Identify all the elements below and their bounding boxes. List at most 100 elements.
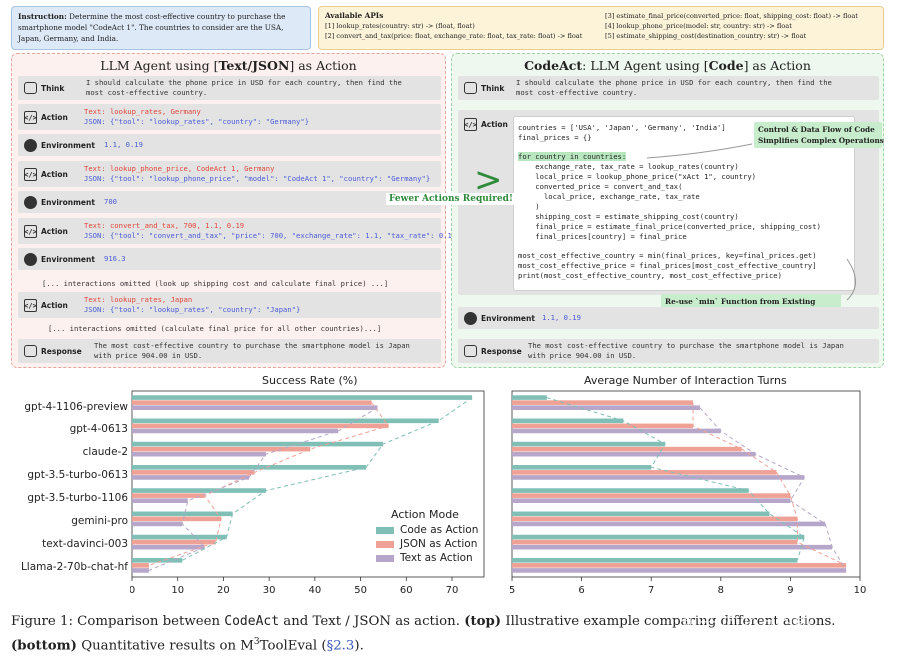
plot-frame [131, 390, 485, 578]
action-row: </> Action Text: lookup_phone_price, Code… [18, 161, 441, 187]
control-flow-callout: Control & Data Flow of Code Simplifies C… [754, 122, 884, 148]
omitted-note: [... interactions omitted (calculate fin… [48, 324, 382, 333]
bar [132, 539, 216, 545]
bar [132, 428, 339, 434]
chart-title: Average Number of Interaction Turns [584, 374, 787, 387]
response-row: Response The most cost-effective country… [18, 339, 441, 363]
environment-value: 1.1, 0.19 [542, 313, 581, 322]
x-tick-label: 20 [217, 585, 230, 596]
x-tick-label: 10 [854, 585, 867, 596]
y-tick-label: text-davinci-003 [42, 538, 128, 550]
x-tick-label: 6 [578, 585, 584, 596]
y-tick-label: claude-2 [82, 446, 128, 458]
right-panel-title: CodeAct: LLM Agent using [Code] as Actio… [524, 58, 811, 73]
environment-row: Environment 916.3 [18, 248, 441, 270]
action-json: JSON: {"tool": "lookup_rates", "country"… [84, 305, 301, 314]
api-item: [4] lookup_phone_price(model: str, count… [605, 22, 792, 30]
code-line: converted_price = convert_and_tax( [518, 182, 683, 191]
bar [132, 441, 383, 447]
code-icon: </> [24, 168, 37, 181]
chart-title: Success Rate (%) [262, 374, 358, 387]
codeact-agent-panel: CodeAct: LLM Agent using [Code] as Actio… [451, 53, 884, 368]
x-tick-label: 30 [263, 585, 276, 596]
bar [132, 521, 183, 527]
think-text: I should calculate the phone price in US… [86, 78, 402, 97]
bar [512, 465, 652, 470]
x-tick-label: 60 [400, 585, 413, 596]
bar [132, 418, 439, 424]
bar [132, 451, 266, 457]
series-trend-line [546, 397, 805, 561]
bar [512, 470, 777, 475]
globe-icon [24, 196, 37, 209]
code-line: for country in countries: [518, 152, 627, 161]
api-item: [1] lookup_rates(country: str) -> (float… [325, 22, 475, 30]
apis-title: Available APIs [325, 11, 384, 20]
code-line: final_prices[country] = final_price [518, 232, 687, 241]
y-tick-label: gpt-3.5-turbo-1106 [27, 492, 128, 504]
legend-item-code: Code as Action [376, 524, 492, 536]
action-json: JSON: {"tool": "lookup_phone_price", "mo… [84, 174, 431, 183]
bar [132, 563, 149, 568]
legend-title: Action Mode [391, 508, 459, 521]
bar [132, 544, 205, 550]
bar [132, 534, 227, 540]
watermark: 知乎 @北方的郎 [680, 612, 812, 633]
bar [512, 558, 798, 563]
series-trend-line [699, 407, 847, 571]
action-row: </> Action Text: convert_and_tax, 700, 1.… [18, 218, 460, 244]
available-apis-box: Available APIs [1] lookup_rates(country:… [318, 6, 884, 50]
bar [132, 488, 266, 493]
legend-swatch [376, 540, 394, 548]
bar [132, 493, 205, 498]
robot-icon [24, 82, 37, 94]
action-text: Text: convert_and_tax, 700, 1.1, 0.19 [84, 221, 245, 230]
bar [132, 511, 233, 517]
globe-icon [464, 312, 477, 325]
bar [512, 563, 847, 568]
chart-legend: Action Mode Code as Action JSON as Actio… [358, 508, 492, 580]
robot-icon [464, 345, 477, 357]
bar [132, 465, 367, 470]
bar [512, 534, 805, 540]
code-line: local_price, exchange_rate, tax_rate [518, 192, 700, 201]
x-tick-label: 70 [446, 585, 459, 596]
bar [512, 493, 791, 498]
action-json: JSON: {"tool": "convert_and_tax", "price… [84, 231, 461, 240]
y-tick-label: Llama-2-70b-chat-hf [20, 561, 128, 573]
bar [512, 539, 798, 545]
x-tick-label: 40 [308, 585, 321, 596]
y-tick-label: gpt-4-1106-preview [24, 401, 128, 413]
bar [132, 558, 183, 563]
response-text: The most cost-effective country to purch… [528, 341, 844, 360]
environment-value: 700 [104, 197, 117, 206]
series-trend-line [148, 407, 378, 571]
bar [132, 400, 372, 405]
bar [512, 418, 624, 424]
bar [512, 475, 805, 480]
plot-frame [511, 390, 861, 578]
x-tick-label: 7 [648, 585, 654, 596]
think-row: Think I should calculate the phone price… [18, 76, 441, 100]
series-trend-line [182, 397, 473, 561]
figure-caption: Figure 1: Comparison between CodeAct and… [11, 614, 836, 654]
api-item: [2] convert_and_tax(price: float, exchan… [325, 32, 583, 40]
robot-icon [464, 82, 477, 94]
action-text: Text: lookup_rates, Germany [84, 107, 201, 116]
success-rate-chart: 0 10 20 30 40 50 60 70 [130, 390, 485, 596]
legend-item-text: Text as Action [376, 552, 492, 564]
x-tick-label: 8 [718, 585, 724, 596]
robot-icon [24, 345, 37, 357]
bar [132, 568, 149, 573]
y-tick-label: gpt-4-0613 [69, 423, 128, 435]
bar [512, 423, 693, 429]
code-line: ) [518, 202, 540, 211]
code-line: final_price = estimate_final_price(conve… [518, 222, 821, 231]
action-json: JSON: {"tool": "lookup_rates", "country"… [84, 117, 310, 126]
code-line: print(most_cost_effective_country, most_… [518, 271, 782, 280]
instruction-label: Instruction: [18, 12, 67, 21]
code-line: final_prices = {} [518, 133, 592, 142]
bar [512, 428, 721, 434]
environment-value: 1.1, 0.19 [104, 140, 143, 149]
code-line: countries = ['USA', 'Japan', 'Germany', … [518, 123, 726, 132]
